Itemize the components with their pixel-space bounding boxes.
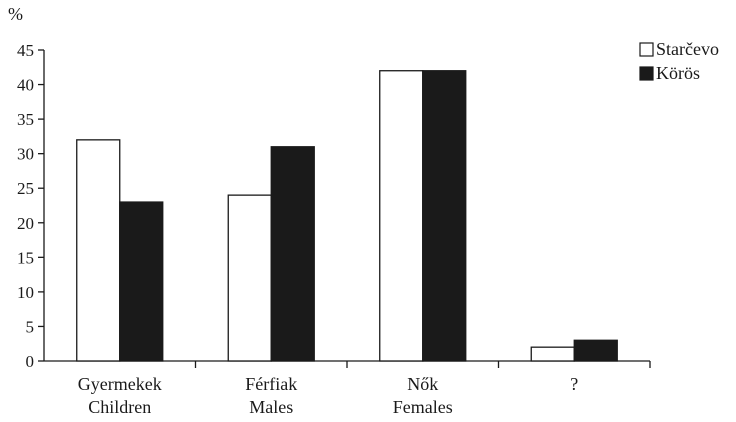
x-category-label: Females [393,397,453,417]
legend-swatch [639,66,654,81]
y-tick-label: 10 [17,283,34,302]
y-axis-unit-label: % [8,4,23,24]
y-tick-label: 15 [17,248,34,267]
bar-k-r-s [573,339,618,362]
y-tick-label: 25 [17,179,34,198]
bar-k-r-s [119,201,164,362]
legend-label: Körös [656,63,700,83]
x-category-label: ? [570,374,578,394]
bar-k-r-s [270,146,315,362]
x-category-label: Férfiak [245,374,297,394]
y-tick-label: 45 [17,41,34,60]
y-tick-label: 5 [26,317,35,336]
x-category-label: Nők [407,374,438,394]
x-category-label: Gyermekek [78,374,162,394]
y-tick-label: 0 [26,352,35,371]
bar-k-r-s [422,70,467,362]
bar-star-evo [227,194,272,362]
y-tick-label: 40 [17,76,34,95]
x-category-label: Males [249,397,293,417]
x-category-label: Children [88,397,151,417]
y-tick-label: 35 [17,110,34,129]
legend-label: Starčevo [656,39,719,59]
y-tick-label: 20 [17,214,34,233]
legend-swatch [639,42,654,57]
legend: Starčevo Körös [639,39,719,83]
bar-star-evo [379,70,424,362]
y-axis: % 0 5 10 15 20 25 30 35 40 45 [8,4,45,371]
bar-star-evo [530,346,575,362]
bar-star-evo [76,139,121,362]
x-axis [44,360,651,368]
y-tick-label: 30 [17,145,34,164]
bars [76,70,618,362]
category-labels: Gyermekek Children Férfiak Males Nők Females? [78,374,578,417]
